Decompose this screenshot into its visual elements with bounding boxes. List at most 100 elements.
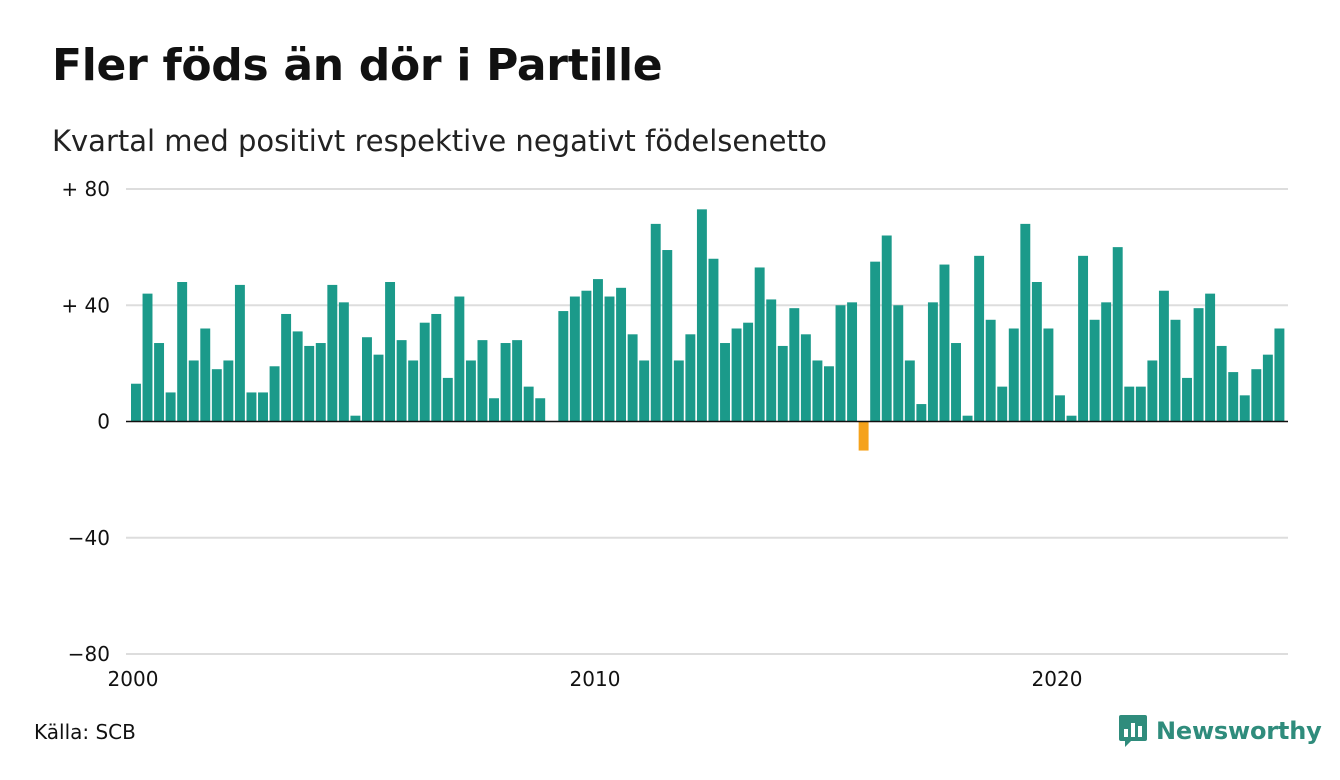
bar-2006-q1 xyxy=(408,360,419,422)
bar-2002-q2 xyxy=(234,284,245,422)
bar-2007-q2 xyxy=(465,360,476,422)
bar-2016-q1 xyxy=(870,261,881,422)
y-tick-label: 0 xyxy=(97,410,110,434)
bar-2008-q4 xyxy=(535,398,546,422)
bar-2022-q4 xyxy=(1182,377,1192,422)
bar-2016-q3 xyxy=(893,305,904,422)
bar-2024-q2 xyxy=(1251,369,1262,422)
bar-2005-q3 xyxy=(385,282,396,422)
bar-2018-q1 xyxy=(962,415,973,422)
bar-2018-q2 xyxy=(974,255,985,422)
bar-2004-q4 xyxy=(350,415,361,422)
bar-2011-q2 xyxy=(650,223,661,422)
bar-2010-q3 xyxy=(616,287,627,422)
bar-2008-q1 xyxy=(500,343,511,422)
x-tick-label: 2020 xyxy=(1032,667,1083,691)
bar-2015-q3 xyxy=(847,302,858,422)
bar-2012-q1 xyxy=(685,334,696,422)
bar-2020-q1 xyxy=(1055,395,1065,422)
bar-2016-q4 xyxy=(904,360,915,422)
bar-2000-q4 xyxy=(165,392,176,422)
bar-2012-q3 xyxy=(708,258,719,422)
bar-2011-q1 xyxy=(639,360,650,422)
bar-2017-q3 xyxy=(939,264,950,422)
y-tick-label: + 80 xyxy=(61,177,110,201)
bar-2001-q2 xyxy=(188,360,199,422)
bar-2010-q2 xyxy=(604,296,615,422)
bar-2015-q1 xyxy=(824,366,834,422)
bar-2011-q3 xyxy=(662,250,673,422)
bar-2024-q1 xyxy=(1239,395,1250,422)
bar-2005-q4 xyxy=(396,340,407,422)
bar-2004-q3 xyxy=(338,302,349,422)
y-tick-label: −80 xyxy=(68,642,110,666)
bar-chart-speech-bubble-icon xyxy=(1119,715,1147,747)
x-axis-labels: 2000 2010 2020 xyxy=(108,667,1083,691)
bar-2019-q3 xyxy=(1031,282,1042,422)
bar-2005-q2 xyxy=(373,354,384,422)
source-note: Källa: SCB xyxy=(34,720,136,744)
bar-2000-q2 xyxy=(142,293,153,422)
bar-2013-q4 xyxy=(766,299,777,422)
bar-2016-q2 xyxy=(881,235,892,422)
bar-2005-q1 xyxy=(362,337,372,422)
bar-2018-q3 xyxy=(985,319,996,422)
bar-2002-q1 xyxy=(223,360,234,422)
bar-2020-q4 xyxy=(1089,319,1100,422)
bar-2021-q2 xyxy=(1112,247,1123,422)
bar-2021-q4 xyxy=(1135,386,1146,422)
x-tick-label: 2000 xyxy=(108,667,159,691)
bar-2021-q3 xyxy=(1124,386,1135,422)
bar-2001-q1 xyxy=(177,282,188,422)
brand: Newsworthy xyxy=(1118,714,1322,748)
y-tick-label: −40 xyxy=(68,526,110,550)
bar-2014-q1 xyxy=(777,345,788,422)
bar-2010-q1 xyxy=(593,279,603,422)
bar-2017-q2 xyxy=(927,302,938,422)
bar-2001-q3 xyxy=(200,328,211,422)
bar-2006-q4 xyxy=(442,377,453,422)
bar-2009-q2 xyxy=(558,311,569,422)
bar-2021-q1 xyxy=(1101,302,1112,422)
gridlines xyxy=(126,188,1288,655)
brand-name: Newsworthy xyxy=(1156,717,1322,745)
bar-2003-q4 xyxy=(304,345,315,422)
bar-2013-q2 xyxy=(743,322,754,422)
bar-2019-q2 xyxy=(1020,223,1031,422)
bar-2007-q3 xyxy=(477,340,488,422)
bar-2008-q2 xyxy=(512,340,523,422)
bar-2018-q4 xyxy=(997,386,1008,422)
chart-subtitle: Kvartal med positivt respektive negativt… xyxy=(52,124,827,158)
bar-2019-q4 xyxy=(1043,328,1054,422)
bar-2004-q2 xyxy=(327,284,338,422)
bar-2017-q1 xyxy=(916,404,927,422)
bar-2020-q3 xyxy=(1078,255,1089,422)
bar-2020-q2 xyxy=(1066,415,1077,422)
bar-2019-q1 xyxy=(1008,328,1019,422)
bar-2015-q4 xyxy=(858,421,869,451)
bar-2000-q3 xyxy=(154,343,165,422)
bar-2000-q1 xyxy=(131,383,141,422)
bar-2017-q4 xyxy=(951,343,961,422)
bar-2022-q1 xyxy=(1147,360,1158,422)
bar-2012-q4 xyxy=(720,343,730,422)
bar-2011-q4 xyxy=(673,360,684,422)
bar-2001-q4 xyxy=(211,369,222,422)
bar-2002-q3 xyxy=(246,392,257,422)
bar-2003-q2 xyxy=(281,313,292,422)
bar-2007-q4 xyxy=(489,398,499,422)
y-axis-labels: + 80 + 40 0 −40 −80 xyxy=(61,177,110,666)
bar-2023-q3 xyxy=(1216,345,1227,422)
bar-2024-q4 xyxy=(1274,328,1285,422)
bar-2014-q2 xyxy=(789,308,800,422)
bar-2024-q3 xyxy=(1262,354,1273,422)
bar-2023-q1 xyxy=(1193,308,1204,422)
bar-2014-q4 xyxy=(812,360,823,422)
bar-2003-q3 xyxy=(292,331,303,422)
bar-2006-q2 xyxy=(419,322,430,422)
bar-2003-q1 xyxy=(269,366,280,422)
bar-2022-q2 xyxy=(1158,290,1169,422)
bar-2015-q2 xyxy=(835,305,846,422)
bar-2008-q3 xyxy=(523,386,534,422)
bar-2014-q3 xyxy=(800,334,811,422)
